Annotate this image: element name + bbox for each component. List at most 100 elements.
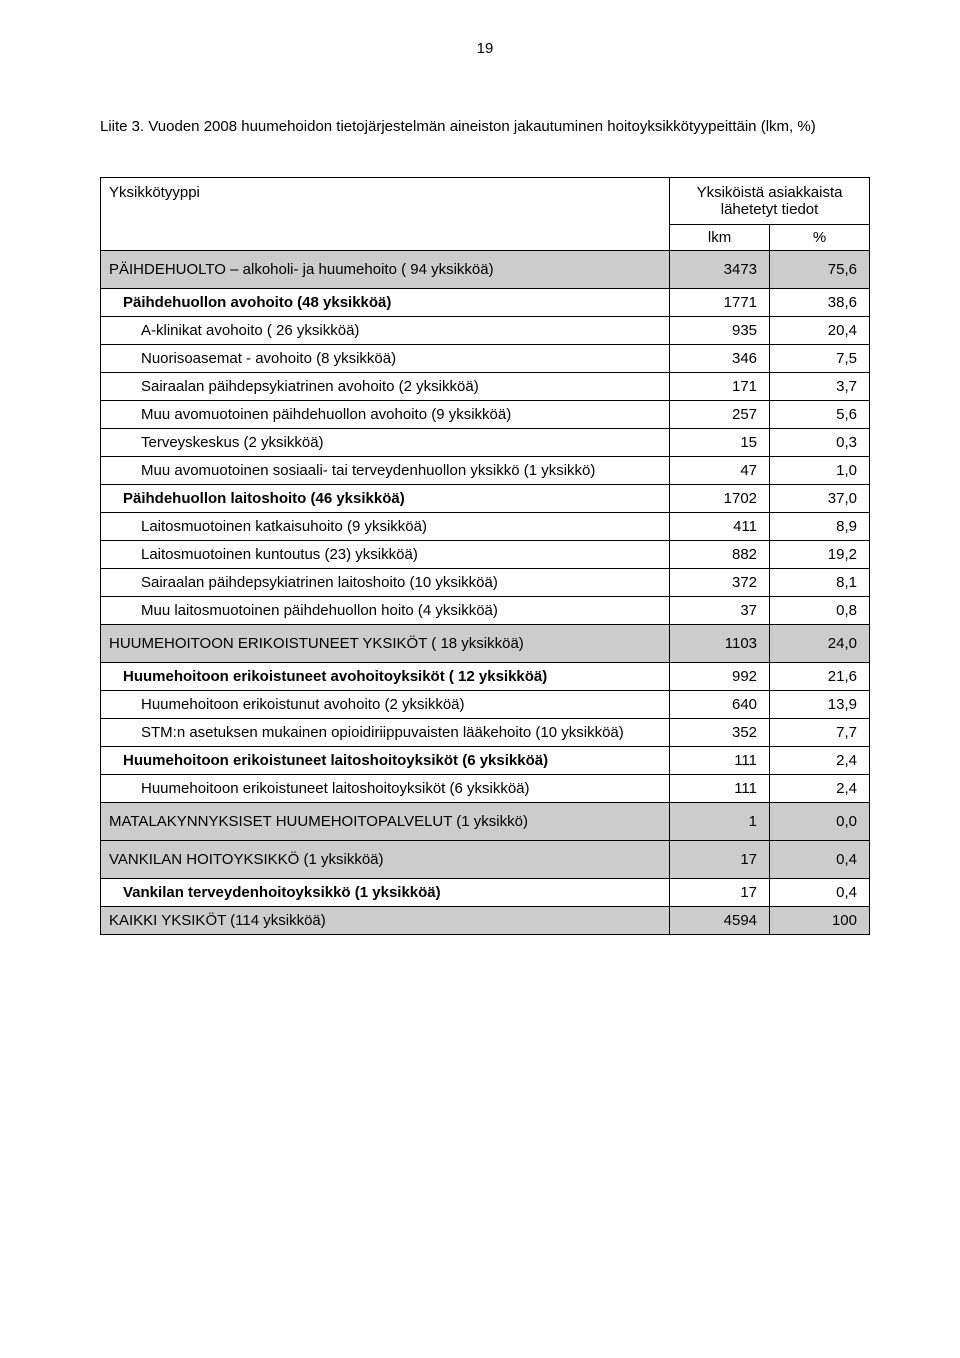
row-pct: 13,9 <box>770 691 870 719</box>
row-pct: 38,6 <box>770 289 870 317</box>
row-label: HUUMEHOITOON ERIKOISTUNEET YKSIKÖT ( 18 … <box>101 625 670 663</box>
header-col-lkm: lkm <box>670 225 770 251</box>
row-label: Sairaalan päihdepsykiatrinen avohoito (2… <box>101 373 670 401</box>
row-label: STM:n asetuksen mukainen opioidiriippuva… <box>101 719 670 747</box>
row-label: Nuorisoasemat - avohoito (8 yksikköä) <box>101 345 670 373</box>
table-row: Muu avomuotoinen päihdehuollon avohoito … <box>101 401 870 429</box>
table-header-row-1: Yksikkötyyppi Yksiköistä asiakkaista läh… <box>101 178 870 225</box>
row-lkm: 1103 <box>670 625 770 663</box>
row-pct: 24,0 <box>770 625 870 663</box>
row-lkm: 935 <box>670 317 770 345</box>
row-pct: 19,2 <box>770 541 870 569</box>
data-table: Yksikkötyyppi Yksiköistä asiakkaista läh… <box>100 177 870 935</box>
header-col-pct: % <box>770 225 870 251</box>
table-row: Nuorisoasemat - avohoito (8 yksikköä)346… <box>101 345 870 373</box>
row-pct: 0,8 <box>770 597 870 625</box>
table-row: Vankilan terveydenhoitoyksikkö (1 yksikk… <box>101 879 870 907</box>
row-label: Huumehoitoon erikoistuneet avohoitoyksik… <box>101 663 670 691</box>
table-row: Laitosmuotoinen katkaisuhoito (9 yksikkö… <box>101 513 870 541</box>
row-pct: 21,6 <box>770 663 870 691</box>
document-title: Liite 3. Vuoden 2008 huumehoidon tietojä… <box>100 117 870 137</box>
row-pct: 8,9 <box>770 513 870 541</box>
row-lkm: 992 <box>670 663 770 691</box>
page-number: 19 <box>100 40 870 57</box>
table-row: HUUMEHOITOON ERIKOISTUNEET YKSIKÖT ( 18 … <box>101 625 870 663</box>
table-row: Sairaalan päihdepsykiatrinen avohoito (2… <box>101 373 870 401</box>
row-lkm: 1702 <box>670 485 770 513</box>
row-lkm: 3473 <box>670 251 770 289</box>
row-lkm: 411 <box>670 513 770 541</box>
page: 19 Liite 3. Vuoden 2008 huumehoidon tiet… <box>0 0 960 1358</box>
table-row: Huumehoitoon erikoistunut avohoito (2 yk… <box>101 691 870 719</box>
table-row: KAIKKI YKSIKÖT (114 yksikköä)4594100 <box>101 907 870 935</box>
row-label: A-klinikat avohoito ( 26 yksikköä) <box>101 317 670 345</box>
row-pct: 100 <box>770 907 870 935</box>
table-row: PÄIHDEHUOLTO – alkoholi- ja huumehoito (… <box>101 251 870 289</box>
row-label: Laitosmuotoinen katkaisuhoito (9 yksikkö… <box>101 513 670 541</box>
row-pct: 2,4 <box>770 747 870 775</box>
table-row: MATALAKYNNYKSISET HUUMEHOITOPALVELUT (1 … <box>101 803 870 841</box>
table-row: Huumehoitoon erikoistuneet avohoitoyksik… <box>101 663 870 691</box>
row-lkm: 15 <box>670 429 770 457</box>
table-row: Huumehoitoon erikoistuneet laitoshoitoyk… <box>101 747 870 775</box>
row-label: Sairaalan päihdepsykiatrinen laitoshoito… <box>101 569 670 597</box>
table-row: VANKILAN HOITOYKSIKKÖ (1 yksikköä)170,4 <box>101 841 870 879</box>
table-row: Laitosmuotoinen kuntoutus (23) yksikköä)… <box>101 541 870 569</box>
row-label: Muu avomuotoinen sosiaali- tai terveyden… <box>101 457 670 485</box>
row-label: PÄIHDEHUOLTO – alkoholi- ja huumehoito (… <box>101 251 670 289</box>
row-label: Vankilan terveydenhoitoyksikkö (1 yksikk… <box>101 879 670 907</box>
row-label: KAIKKI YKSIKÖT (114 yksikköä) <box>101 907 670 935</box>
row-pct: 1,0 <box>770 457 870 485</box>
table-row: STM:n asetuksen mukainen opioidiriippuva… <box>101 719 870 747</box>
row-pct: 8,1 <box>770 569 870 597</box>
row-lkm: 4594 <box>670 907 770 935</box>
row-lkm: 111 <box>670 775 770 803</box>
row-lkm: 17 <box>670 879 770 907</box>
row-label: Terveyskeskus (2 yksikköä) <box>101 429 670 457</box>
row-label: Huumehoitoon erikoistuneet laitoshoitoyk… <box>101 747 670 775</box>
row-lkm: 882 <box>670 541 770 569</box>
row-label: Huumehoitoon erikoistuneet laitoshoitoyk… <box>101 775 670 803</box>
row-label: Muu avomuotoinen päihdehuollon avohoito … <box>101 401 670 429</box>
row-lkm: 346 <box>670 345 770 373</box>
table-row: Huumehoitoon erikoistuneet laitoshoitoyk… <box>101 775 870 803</box>
row-pct: 7,5 <box>770 345 870 373</box>
header-group: Yksiköistä asiakkaista lähetetyt tiedot <box>670 178 870 225</box>
row-pct: 0,4 <box>770 841 870 879</box>
row-pct: 5,6 <box>770 401 870 429</box>
row-label: Huumehoitoon erikoistunut avohoito (2 yk… <box>101 691 670 719</box>
row-pct: 7,7 <box>770 719 870 747</box>
row-pct: 0,4 <box>770 879 870 907</box>
row-lkm: 257 <box>670 401 770 429</box>
table-row: A-klinikat avohoito ( 26 yksikköä)93520,… <box>101 317 870 345</box>
row-lkm: 372 <box>670 569 770 597</box>
row-lkm: 1771 <box>670 289 770 317</box>
row-pct: 75,6 <box>770 251 870 289</box>
table-row: Muu avomuotoinen sosiaali- tai terveyden… <box>101 457 870 485</box>
row-lkm: 47 <box>670 457 770 485</box>
row-pct: 20,4 <box>770 317 870 345</box>
row-label: VANKILAN HOITOYKSIKKÖ (1 yksikköä) <box>101 841 670 879</box>
header-unit-type: Yksikkötyyppi <box>101 178 670 251</box>
row-lkm: 1 <box>670 803 770 841</box>
table-row: Päihdehuollon avohoito (48 yksikköä)1771… <box>101 289 870 317</box>
row-lkm: 352 <box>670 719 770 747</box>
row-pct: 0,0 <box>770 803 870 841</box>
row-pct: 3,7 <box>770 373 870 401</box>
row-label: Päihdehuollon laitoshoito (46 yksikköä) <box>101 485 670 513</box>
table-row: Terveyskeskus (2 yksikköä)150,3 <box>101 429 870 457</box>
row-pct: 0,3 <box>770 429 870 457</box>
row-pct: 2,4 <box>770 775 870 803</box>
table-row: Sairaalan päihdepsykiatrinen laitoshoito… <box>101 569 870 597</box>
row-lkm: 640 <box>670 691 770 719</box>
table-row: Päihdehuollon laitoshoito (46 yksikköä)1… <box>101 485 870 513</box>
row-lkm: 171 <box>670 373 770 401</box>
row-pct: 37,0 <box>770 485 870 513</box>
row-label: Muu laitosmuotoinen päihdehuollon hoito … <box>101 597 670 625</box>
row-lkm: 17 <box>670 841 770 879</box>
row-label: Päihdehuollon avohoito (48 yksikköä) <box>101 289 670 317</box>
row-lkm: 37 <box>670 597 770 625</box>
row-label: Laitosmuotoinen kuntoutus (23) yksikköä) <box>101 541 670 569</box>
table-row: Muu laitosmuotoinen päihdehuollon hoito … <box>101 597 870 625</box>
row-lkm: 111 <box>670 747 770 775</box>
